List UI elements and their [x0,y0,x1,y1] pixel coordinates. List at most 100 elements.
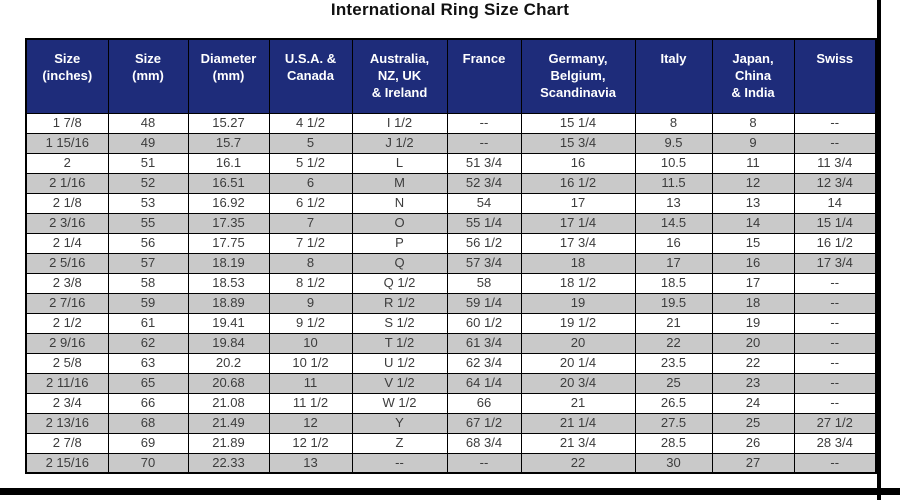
table-cell: 57 [107,252,189,274]
table-cell: 13 [711,192,795,214]
table-body: 1 7/8 48 15.27 4 1/2 I 1/2 -- 15 1/4 8 8 -- 1 15/1… [25,112,877,474]
right-border-line [877,0,881,500]
table-cell: 17 [520,192,636,214]
table-row: 2 13/16 68 21.49 12 Y 67 1/2 21 1/4 27.5 25 27 1/… [25,412,877,434]
table-cell: -- [793,372,877,394]
table-cell: 11 1/2 [268,392,353,414]
table-row: 2 5/8 63 20.2 10 1/2 U 1/2 62 3/4 20 1/4 23.5 22… [25,352,877,374]
table-cell: 51 3/4 [446,152,522,174]
column-header: U.S.A. & Canada [268,38,353,114]
table-cell: -- [793,332,877,354]
table-cell: 16.1 [187,152,270,174]
table-cell: 17 [711,272,795,294]
table-cell: 9 [711,132,795,154]
table-cell: 2 [25,152,109,174]
table-cell: 8 [634,112,713,134]
table-cell: 2 1/8 [25,192,109,214]
table-cell: 2 15/16 [25,452,109,474]
table-cell: 18 1/2 [520,272,636,294]
table-cell: J 1/2 [351,132,448,154]
table-row: 1 7/8 48 15.27 4 1/2 I 1/2 -- 15 1/4 8 8 -- [25,112,877,134]
table-cell: 20 3/4 [520,372,636,394]
table-cell: 18.5 [634,272,713,294]
table-cell: 2 1/4 [25,232,109,254]
table-cell: 18 [520,252,636,274]
table-cell: 15 [711,232,795,254]
table-cell: -- [446,132,522,154]
table-cell: 26 [711,432,795,454]
table-cell: 14 [711,212,795,234]
table-cell: -- [446,452,522,474]
table-cell: 6 [268,172,353,194]
table-cell: 8 [268,252,353,274]
table-cell: S 1/2 [351,312,448,334]
table-cell: 53 [107,192,189,214]
table-cell: 20 1/4 [520,352,636,374]
table-cell: 55 [107,212,189,234]
table-row: 2 1/4 56 17.75 7 1/2 P 56 1/2 17 3/4 16 15 16 1/2 [25,232,877,254]
table-cell: W 1/2 [351,392,448,414]
table-cell: 21.08 [187,392,270,414]
column-header: Australia, NZ, UK & Ireland [351,38,448,114]
column-header: Size (mm) [107,38,189,114]
table-cell: 14.5 [634,212,713,234]
table-cell: 15 3/4 [520,132,636,154]
table-row: 2 1/2 61 19.41 9 1/2 S 1/2 60 1/2 19 1/2 21 19 -- [25,312,877,334]
table-cell: 68 3/4 [446,432,522,454]
table-row: 2 1/8 53 16.92 6 1/2 N 54 17 13 13 14 [25,192,877,214]
table-cell: 11 3/4 [793,152,877,174]
table-header: Size (inches) Size (mm) Diameter (mm) U.S.A… [25,38,877,114]
table-cell: 57 3/4 [446,252,522,274]
table-cell: 65 [107,372,189,394]
table-cell: 48 [107,112,189,134]
table-cell: 6 1/2 [268,192,353,214]
table-cell: 9 [268,292,353,314]
table-cell: 15 1/4 [520,112,636,134]
table-cell: 56 1/2 [446,232,522,254]
table-cell: 58 [107,272,189,294]
table-cell: 9.5 [634,132,713,154]
table-cell: -- [793,112,877,134]
table-cell: 2 5/16 [25,252,109,274]
table-cell: 2 11/16 [25,372,109,394]
table-cell: 17.35 [187,212,270,234]
table-cell: 49 [107,132,189,154]
table-cell: 66 [107,392,189,414]
header-row: Size (inches) Size (mm) Diameter (mm) U.S.A… [25,38,877,114]
table-row: 2 5/16 57 18.19 8 Q 57 3/4 18 17 16 17 3/4 [25,252,877,274]
table-cell: 14 [793,192,877,214]
table-cell: U 1/2 [351,352,448,374]
table-cell: 13 [268,452,353,474]
table-row: 1 15/16 49 15.7 5 J 1/2 -- 15 3/4 9.5 9 -- [25,132,877,154]
table-cell: 19 [711,312,795,334]
table-cell: 17 [634,252,713,274]
table-cell: 30 [634,452,713,474]
column-header: Size (inches) [25,38,109,114]
table-cell: 20 [520,332,636,354]
column-header: Swiss [793,38,877,114]
table-cell: 18.19 [187,252,270,274]
table-cell: 56 [107,232,189,254]
table-cell: 18.89 [187,292,270,314]
table-cell: 28 3/4 [793,432,877,454]
table-cell: 28.5 [634,432,713,454]
table-cell: 58 [446,272,522,294]
table-cell: 4 1/2 [268,112,353,134]
column-header: Italy [634,38,713,114]
table-cell: 59 [107,292,189,314]
table-cell: 52 3/4 [446,172,522,194]
table-cell: 11 [711,152,795,174]
table-cell: Z [351,432,448,454]
table-cell: 21 [520,392,636,414]
table-cell: 61 3/4 [446,332,522,354]
table-cell: 21 1/4 [520,412,636,434]
column-header: Germany, Belgium, Scandinavia [520,38,636,114]
table-cell: 19.41 [187,312,270,334]
table-cell: 19.84 [187,332,270,354]
table-cell: V 1/2 [351,372,448,394]
table-cell: 19.5 [634,292,713,314]
table-cell: 2 3/4 [25,392,109,414]
table-cell: 16 [711,252,795,274]
table-cell: 23.5 [634,352,713,374]
table-cell: 21.49 [187,412,270,434]
